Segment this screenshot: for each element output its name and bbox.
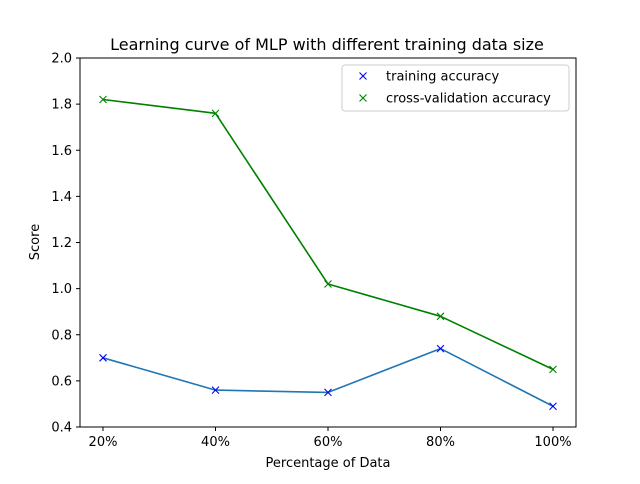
chart-title: Learning curve of MLP with different tra… (110, 35, 544, 54)
x-axis-label: Percentage of Data (266, 456, 391, 471)
x-tick-label: 60% (314, 435, 343, 450)
legend-label: cross-validation accuracy (386, 92, 551, 107)
legend: training accuracy cross-validation accura… (342, 65, 569, 111)
x-tick-label: 80% (426, 435, 455, 450)
x-tick-label: 100% (534, 435, 571, 450)
legend-label: training accuracy (386, 70, 499, 85)
x-tick-label: 40% (201, 435, 230, 450)
y-tick-label: 2.0 (51, 52, 72, 67)
y-axis-label: Score (28, 224, 43, 260)
x-tick-label: 20% (89, 435, 118, 450)
y-tick-label: 1.2 (51, 236, 72, 251)
y-tick-label: 0.8 (51, 328, 72, 343)
y-tick-label: 1.4 (51, 190, 72, 205)
y-tick-label: 1.8 (51, 98, 72, 113)
y-tick-label: 0.6 (51, 374, 72, 389)
y-tick-label: 0.4 (51, 421, 72, 436)
y-tick-label: 1.0 (51, 282, 72, 297)
y-tick-label: 1.6 (51, 144, 72, 159)
